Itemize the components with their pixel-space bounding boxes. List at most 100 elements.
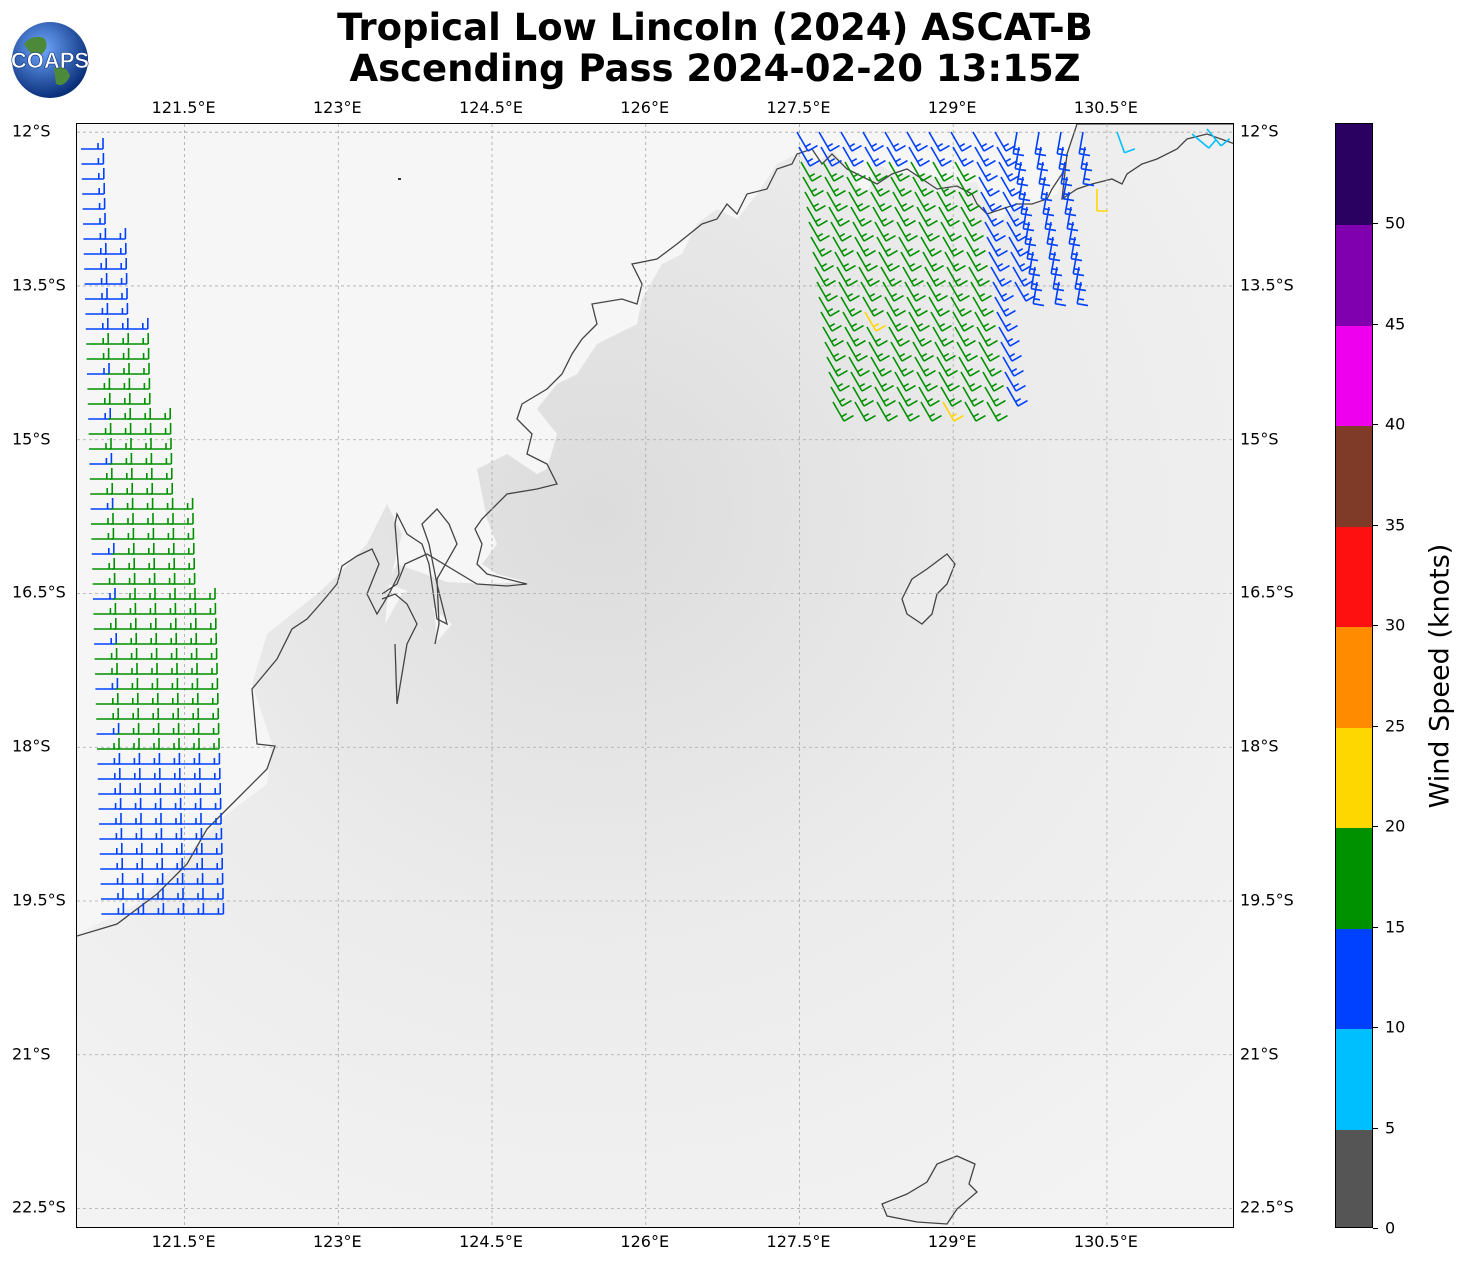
wind-barb [199, 843, 223, 855]
wind-barb [96, 708, 119, 720]
wind-barb [908, 311, 930, 332]
wind-barb [962, 386, 984, 407]
wind-barb [922, 251, 944, 272]
wind-barb [872, 371, 894, 392]
wind-barb [898, 401, 920, 422]
wind-barb [940, 221, 962, 242]
wind-barb [85, 318, 109, 330]
wind-barb [126, 348, 150, 360]
wind-barb [96, 723, 120, 735]
wind-barb [88, 423, 112, 435]
colorbar-tick-label: 35 [1385, 515, 1406, 535]
wind-barb [91, 513, 114, 525]
wind-barb [890, 341, 912, 362]
wind-barb [200, 873, 224, 885]
wind-barb [1206, 128, 1231, 147]
wind-barb [137, 768, 161, 780]
wind-barb [990, 266, 1012, 287]
x-tick-label: 121.5°E [151, 1232, 216, 1251]
wind-barb [970, 281, 992, 302]
wind-barb [148, 423, 172, 435]
wind-barb [175, 663, 198, 675]
wind-barb [112, 558, 135, 570]
wind-barb [177, 738, 200, 750]
wind-barb [914, 356, 936, 377]
wind-barb [978, 341, 1000, 362]
wind-barb [972, 131, 994, 152]
wind-barb [120, 858, 143, 870]
wind-barb [121, 903, 145, 915]
wind-barb [1116, 131, 1136, 154]
wind-barb [111, 543, 135, 555]
wind-barb [112, 573, 136, 585]
map-panel [76, 123, 1234, 1228]
wind-barb [932, 161, 954, 182]
colorbar-segment [1336, 324, 1372, 427]
wind-barb [852, 221, 874, 242]
wind-barb [100, 873, 124, 885]
wind-barb [125, 318, 149, 330]
wind-barb [94, 648, 118, 660]
wind-barb [93, 603, 117, 615]
wind-barb [115, 663, 138, 675]
wind-barb [980, 191, 1002, 212]
wind-barb [894, 371, 916, 392]
wind-barb [930, 311, 952, 332]
wind-barb [133, 618, 157, 630]
y-tick-label: 16.5°S [1240, 582, 1294, 602]
wind-barb [150, 498, 174, 510]
wind-barb [816, 281, 838, 302]
colorbar-tick-label: 50 [1385, 213, 1406, 233]
wind-barb [117, 753, 141, 765]
wind-barb [930, 146, 952, 167]
wind-barb [118, 783, 141, 795]
wind-barb [974, 146, 996, 167]
wind-barb [95, 693, 119, 705]
map-title: Tropical Low Lincoln (2024) ASCAT-B [337, 6, 1093, 49]
wind-barb [139, 828, 163, 840]
wind-barb [110, 483, 133, 495]
wind-barb [986, 401, 1008, 422]
wind-barb [97, 768, 121, 780]
x-tick-label: 130.5°E [1073, 98, 1138, 117]
wind-barb [135, 693, 159, 705]
wind-barb [868, 176, 890, 197]
colorbar-tick-label: 40 [1385, 414, 1406, 434]
wind-barb [964, 401, 986, 422]
wind-barb [181, 888, 204, 900]
wind-barb [174, 648, 198, 660]
wind-barb [198, 783, 221, 795]
colorbar-label: Wind Speed (knots) [1424, 543, 1456, 809]
colorbar-tickmark [1373, 1027, 1378, 1029]
wind-barb [826, 191, 848, 212]
wind-barb [87, 393, 111, 405]
wind-barb [828, 206, 850, 227]
wind-barb [980, 356, 1002, 377]
wind-barb [824, 341, 846, 362]
wind-barb [127, 378, 151, 390]
wind-barb [107, 363, 130, 375]
wind-barb [87, 363, 110, 375]
wind-barb [136, 708, 159, 720]
australia-landmass [77, 124, 1233, 1227]
wind-barb [892, 356, 914, 377]
wind-barb [119, 843, 143, 855]
wind-barb [115, 693, 139, 705]
wind-barb [153, 588, 176, 600]
wind-barb [140, 873, 164, 885]
wind-barb [956, 176, 978, 197]
wind-barb [948, 281, 970, 302]
wind-barb [170, 498, 194, 510]
wind-barb [824, 176, 846, 197]
wind-barb [822, 326, 844, 347]
wind-barb [1000, 341, 1022, 362]
wind-barb [81, 168, 105, 180]
wind-barb [934, 341, 956, 362]
x-tick-label: 124.5°E [459, 98, 523, 117]
wind-barb [178, 798, 202, 810]
wind-barb [140, 858, 163, 870]
wind-barb [944, 251, 966, 272]
wind-barb [952, 311, 974, 332]
wind-barb [89, 468, 113, 480]
wind-barb [852, 386, 874, 407]
